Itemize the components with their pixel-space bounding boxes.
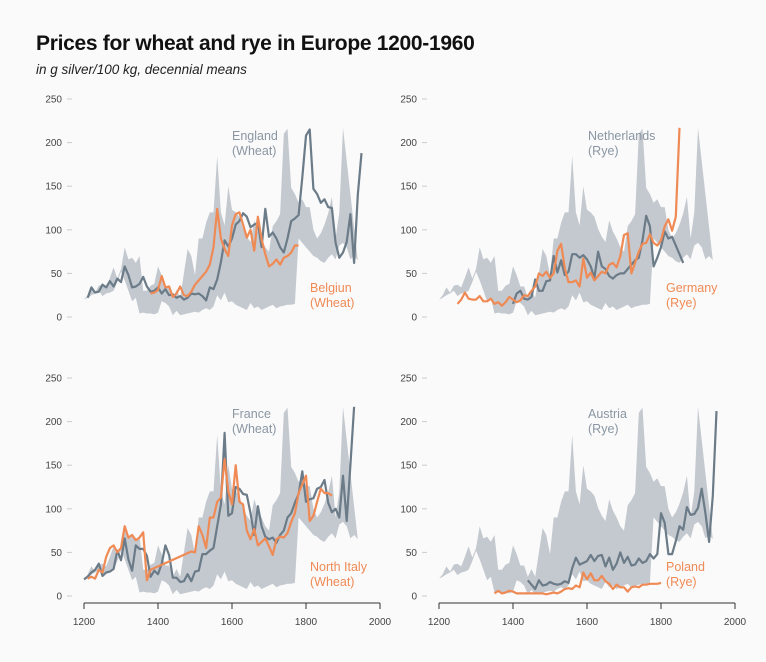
panel-top-left: 050100150200250England(Wheat)Belgiun(Whe… <box>45 95 363 324</box>
series-label: England <box>232 129 278 143</box>
y-tick-label: 150 <box>400 182 417 193</box>
y-tick-label: 200 <box>45 417 62 428</box>
x-tick-label: 1400 <box>502 617 525 628</box>
series-line-north-italy-wheat <box>87 458 333 582</box>
series-label: (Rye) <box>666 296 697 310</box>
series-label: Germany <box>666 281 718 295</box>
series-line-france-wheat <box>83 406 356 584</box>
x-tick-label: 1600 <box>221 617 244 628</box>
y-tick-label: 100 <box>45 504 62 515</box>
y-tick-label: 200 <box>45 138 62 149</box>
series-label: (Wheat) <box>310 575 354 589</box>
series-label: Netherlands <box>588 129 655 143</box>
x-tick-label: 2000 <box>369 617 392 628</box>
series-label: Belgiun <box>310 281 352 295</box>
x-tick-label: 2000 <box>724 617 747 628</box>
panel-bottom-right: 050100150200250Austria(Rye)Poland(Rye)12… <box>400 374 746 629</box>
series-line-england-wheat <box>86 128 363 302</box>
series-label: (Rye) <box>666 575 697 589</box>
series-label: (Wheat) <box>310 296 354 310</box>
y-tick-label: 150 <box>45 182 62 193</box>
y-tick-label: 200 <box>400 417 417 428</box>
y-tick-label: 200 <box>400 138 417 149</box>
y-tick-label: 100 <box>45 225 62 236</box>
series-line-poland-rye <box>493 571 662 596</box>
y-tick-label: 100 <box>400 225 417 236</box>
y-tick-label: 250 <box>400 95 417 106</box>
y-tick-label: 0 <box>411 313 417 324</box>
y-tick-label: 100 <box>400 504 417 515</box>
y-tick-label: 50 <box>51 548 63 559</box>
y-tick-label: 0 <box>411 592 417 603</box>
series-label: (Wheat) <box>232 422 276 436</box>
y-tick-label: 250 <box>400 374 417 385</box>
x-tick-label: 1600 <box>576 617 599 628</box>
range-band <box>84 127 358 316</box>
panel-top-right: 050100150200250Netherlands(Rye)Germany(R… <box>400 95 718 324</box>
y-tick-label: 150 <box>45 461 62 472</box>
series-label: Poland <box>666 560 705 574</box>
y-tick-label: 250 <box>45 374 62 385</box>
series-line-netherlands-rye <box>511 214 685 305</box>
x-tick-label: 1800 <box>650 617 673 628</box>
y-tick-label: 50 <box>406 548 418 559</box>
range-band <box>439 406 713 595</box>
y-tick-label: 50 <box>406 269 418 280</box>
series-label: Austria <box>588 407 627 421</box>
x-tick-label: 1200 <box>428 617 451 628</box>
y-tick-label: 0 <box>56 592 62 603</box>
series-label: (Wheat) <box>232 144 276 158</box>
series-line-germany-rye <box>456 127 681 307</box>
y-tick-label: 0 <box>56 313 62 324</box>
y-tick-label: 250 <box>45 95 62 106</box>
series-label: France <box>232 407 271 421</box>
x-tick-label: 1800 <box>295 617 318 628</box>
y-tick-label: 150 <box>400 461 417 472</box>
x-tick-label: 1200 <box>73 617 96 628</box>
range-band <box>439 127 713 316</box>
y-tick-label: 50 <box>51 269 63 280</box>
series-label: (Rye) <box>588 422 619 436</box>
chart-title: Prices for wheat and rye in Europe 1200-… <box>36 32 475 55</box>
series-line-belgiun-wheat <box>150 207 299 298</box>
x-tick-label: 1400 <box>147 617 170 628</box>
series-label: (Rye) <box>588 144 619 158</box>
series-line-austria-rye <box>526 411 718 591</box>
series-label: North Italy <box>310 560 368 574</box>
chart-subtitle: in g silver/100 kg, decennial means <box>36 62 247 77</box>
